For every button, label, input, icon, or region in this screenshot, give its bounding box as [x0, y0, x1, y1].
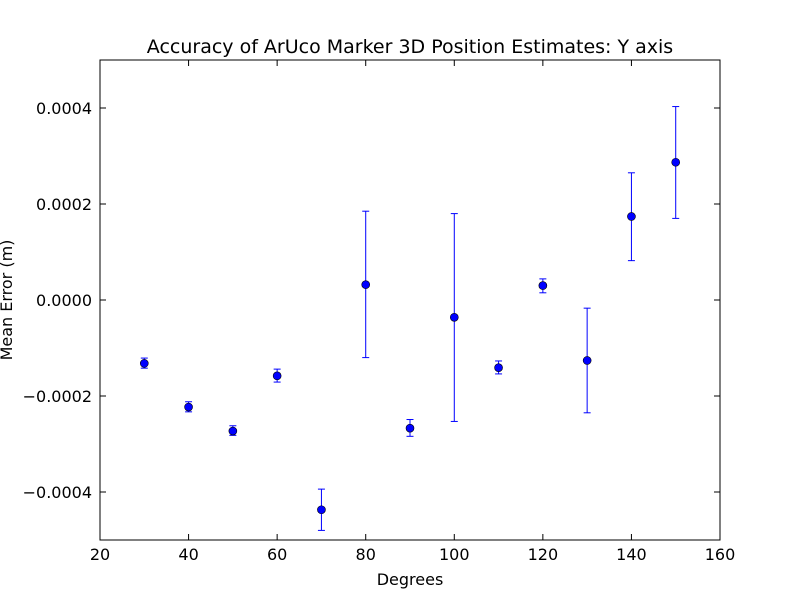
data-marks — [139, 106, 681, 531]
x-tick-label: 140 — [616, 545, 647, 564]
x-tick-label: 40 — [178, 545, 198, 564]
y-axis-label: Mean Error (m) — [0, 240, 16, 361]
x-tick-label: 120 — [528, 545, 559, 564]
x-tick-label: 80 — [356, 545, 376, 564]
x-tick-label: 100 — [439, 545, 470, 564]
data-point — [317, 505, 326, 515]
data-point — [582, 356, 592, 365]
data-point — [627, 212, 636, 221]
x-tick-label: 20 — [90, 545, 110, 564]
x-tick-label: 160 — [705, 545, 736, 564]
data-point — [449, 312, 459, 322]
axis-ticks: 20 40 60 80 100 120 140 160 −0.0004 −0.0002 0.0000… — [23, 60, 736, 564]
data-point — [272, 371, 282, 381]
data-point — [139, 359, 149, 368]
data-point — [361, 280, 371, 289]
data-point — [538, 281, 548, 290]
data-point — [494, 363, 503, 372]
data-point — [405, 423, 415, 433]
y-tick-label: 0.0002 — [36, 195, 92, 214]
x-tick-label: 60 — [267, 545, 287, 564]
data-point — [184, 402, 193, 412]
y-tick-label: 0.0000 — [36, 291, 92, 310]
y-tick-label: −0.0004 — [23, 483, 92, 502]
chart-title: Accuracy of ArUco Marker 3D Position Est… — [147, 36, 673, 58]
y-tick-label: 0.0004 — [36, 99, 92, 118]
y-tick-label: −0.0002 — [23, 387, 92, 406]
data-point — [671, 157, 681, 167]
data-point — [228, 426, 238, 436]
x-axis-label: Degrees — [377, 570, 444, 589]
plot-area — [99, 59, 721, 541]
